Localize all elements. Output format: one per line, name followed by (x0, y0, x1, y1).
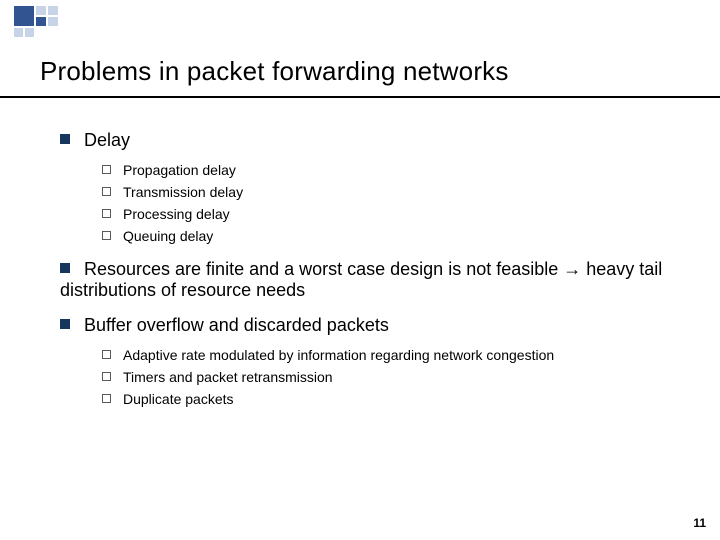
bullet-text-l2: Transmission delay (123, 184, 243, 200)
bullet-text-l1: Buffer overflow and discarded packets (84, 315, 389, 335)
deco-square (25, 28, 34, 37)
corner-decoration (0, 0, 130, 40)
hollow-square-bullet-icon (102, 187, 111, 196)
bullet-item-l2: Transmission delay (102, 183, 680, 201)
deco-square (36, 17, 46, 26)
bullet-list-level2: Propagation delay Transmission delay Proce… (102, 161, 680, 245)
square-bullet-icon (60, 134, 70, 144)
bullet-text-l2: Queuing delay (123, 228, 213, 244)
bullet-text-l2: Adaptive rate modulated by information r… (123, 347, 554, 363)
hollow-square-bullet-icon (102, 231, 111, 240)
hollow-square-bullet-icon (102, 394, 111, 403)
bullet-text-l1: Resources are finite and a worst case de… (60, 259, 662, 300)
bullet-text-l1: Delay (84, 130, 130, 150)
bullet-item-l2: Duplicate packets (102, 390, 680, 408)
bullet-text-l2: Propagation delay (123, 162, 236, 178)
bullet-item-l2: Propagation delay (102, 161, 680, 179)
hollow-square-bullet-icon (102, 165, 111, 174)
bullet-text-l2: Duplicate packets (123, 391, 234, 407)
bullet-item-l2: Processing delay (102, 205, 680, 223)
bullet-list-level1: Delay Propagation delay Transmission delay… (60, 130, 680, 408)
slide: Problems in packet forwarding networks D… (0, 0, 720, 540)
content-area: Delay Propagation delay Transmission delay… (60, 130, 680, 422)
bullet-item-l1: Delay Propagation delay Transmission delay… (60, 130, 680, 245)
title-container: Problems in packet forwarding networks (40, 56, 680, 87)
square-bullet-icon (60, 319, 70, 329)
page-number: 11 (693, 516, 706, 530)
hollow-square-bullet-icon (102, 209, 111, 218)
deco-square (48, 6, 58, 15)
bullet-item-l2: Queuing delay (102, 227, 680, 245)
bullet-item-l2: Timers and packet retransmission (102, 368, 680, 386)
deco-square (14, 28, 23, 37)
bullet-item-l1: Resources are finite and a worst case de… (60, 259, 680, 301)
hollow-square-bullet-icon (102, 350, 111, 359)
bullet-text-l2: Timers and packet retransmission (123, 369, 333, 385)
bullet-list-level2: Adaptive rate modulated by information r… (102, 346, 680, 408)
slide-title: Problems in packet forwarding networks (40, 56, 680, 87)
bullet-item-l1: Buffer overflow and discarded packets Ada… (60, 315, 680, 408)
deco-square (36, 6, 46, 15)
deco-square (48, 17, 58, 26)
bullet-item-l2: Adaptive rate modulated by information r… (102, 346, 680, 364)
hollow-square-bullet-icon (102, 372, 111, 381)
horizontal-rule (0, 96, 720, 98)
square-bullet-icon (60, 263, 70, 273)
deco-square (14, 6, 34, 26)
bullet-text-l2: Processing delay (123, 206, 230, 222)
